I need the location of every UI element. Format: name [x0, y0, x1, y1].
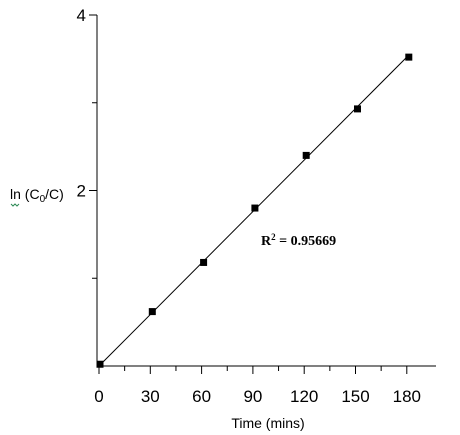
data-point — [302, 151, 310, 159]
data-point — [251, 204, 259, 212]
x-tick-label: 120 — [290, 387, 318, 406]
spellcheck-underline — [10, 203, 20, 207]
data-points — [96, 53, 413, 368]
y-tick-label: 2 — [77, 182, 86, 201]
x-tick-label: 90 — [243, 387, 262, 406]
data-point — [354, 105, 361, 113]
r-squared-annotation: R2 = 0.95669 — [261, 232, 336, 249]
y-axis-title: ln (C0/C) — [10, 186, 64, 205]
x-tick-label: 30 — [141, 387, 160, 406]
data-point — [405, 53, 413, 61]
tick-labels: 0 30 60 90 120 150 180 2 4 — [77, 6, 421, 406]
x-tick-label: 60 — [192, 387, 211, 406]
data-point — [96, 360, 104, 368]
ticks — [89, 14, 408, 374]
data-point — [200, 258, 208, 266]
x-tick-label: 180 — [393, 387, 421, 406]
x-tick-label: 150 — [341, 387, 369, 406]
y-tick-label: 4 — [77, 6, 86, 25]
data-point — [148, 308, 156, 316]
x-axis-title: Time (mins) — [231, 415, 304, 431]
x-tick-label: 0 — [94, 387, 103, 406]
